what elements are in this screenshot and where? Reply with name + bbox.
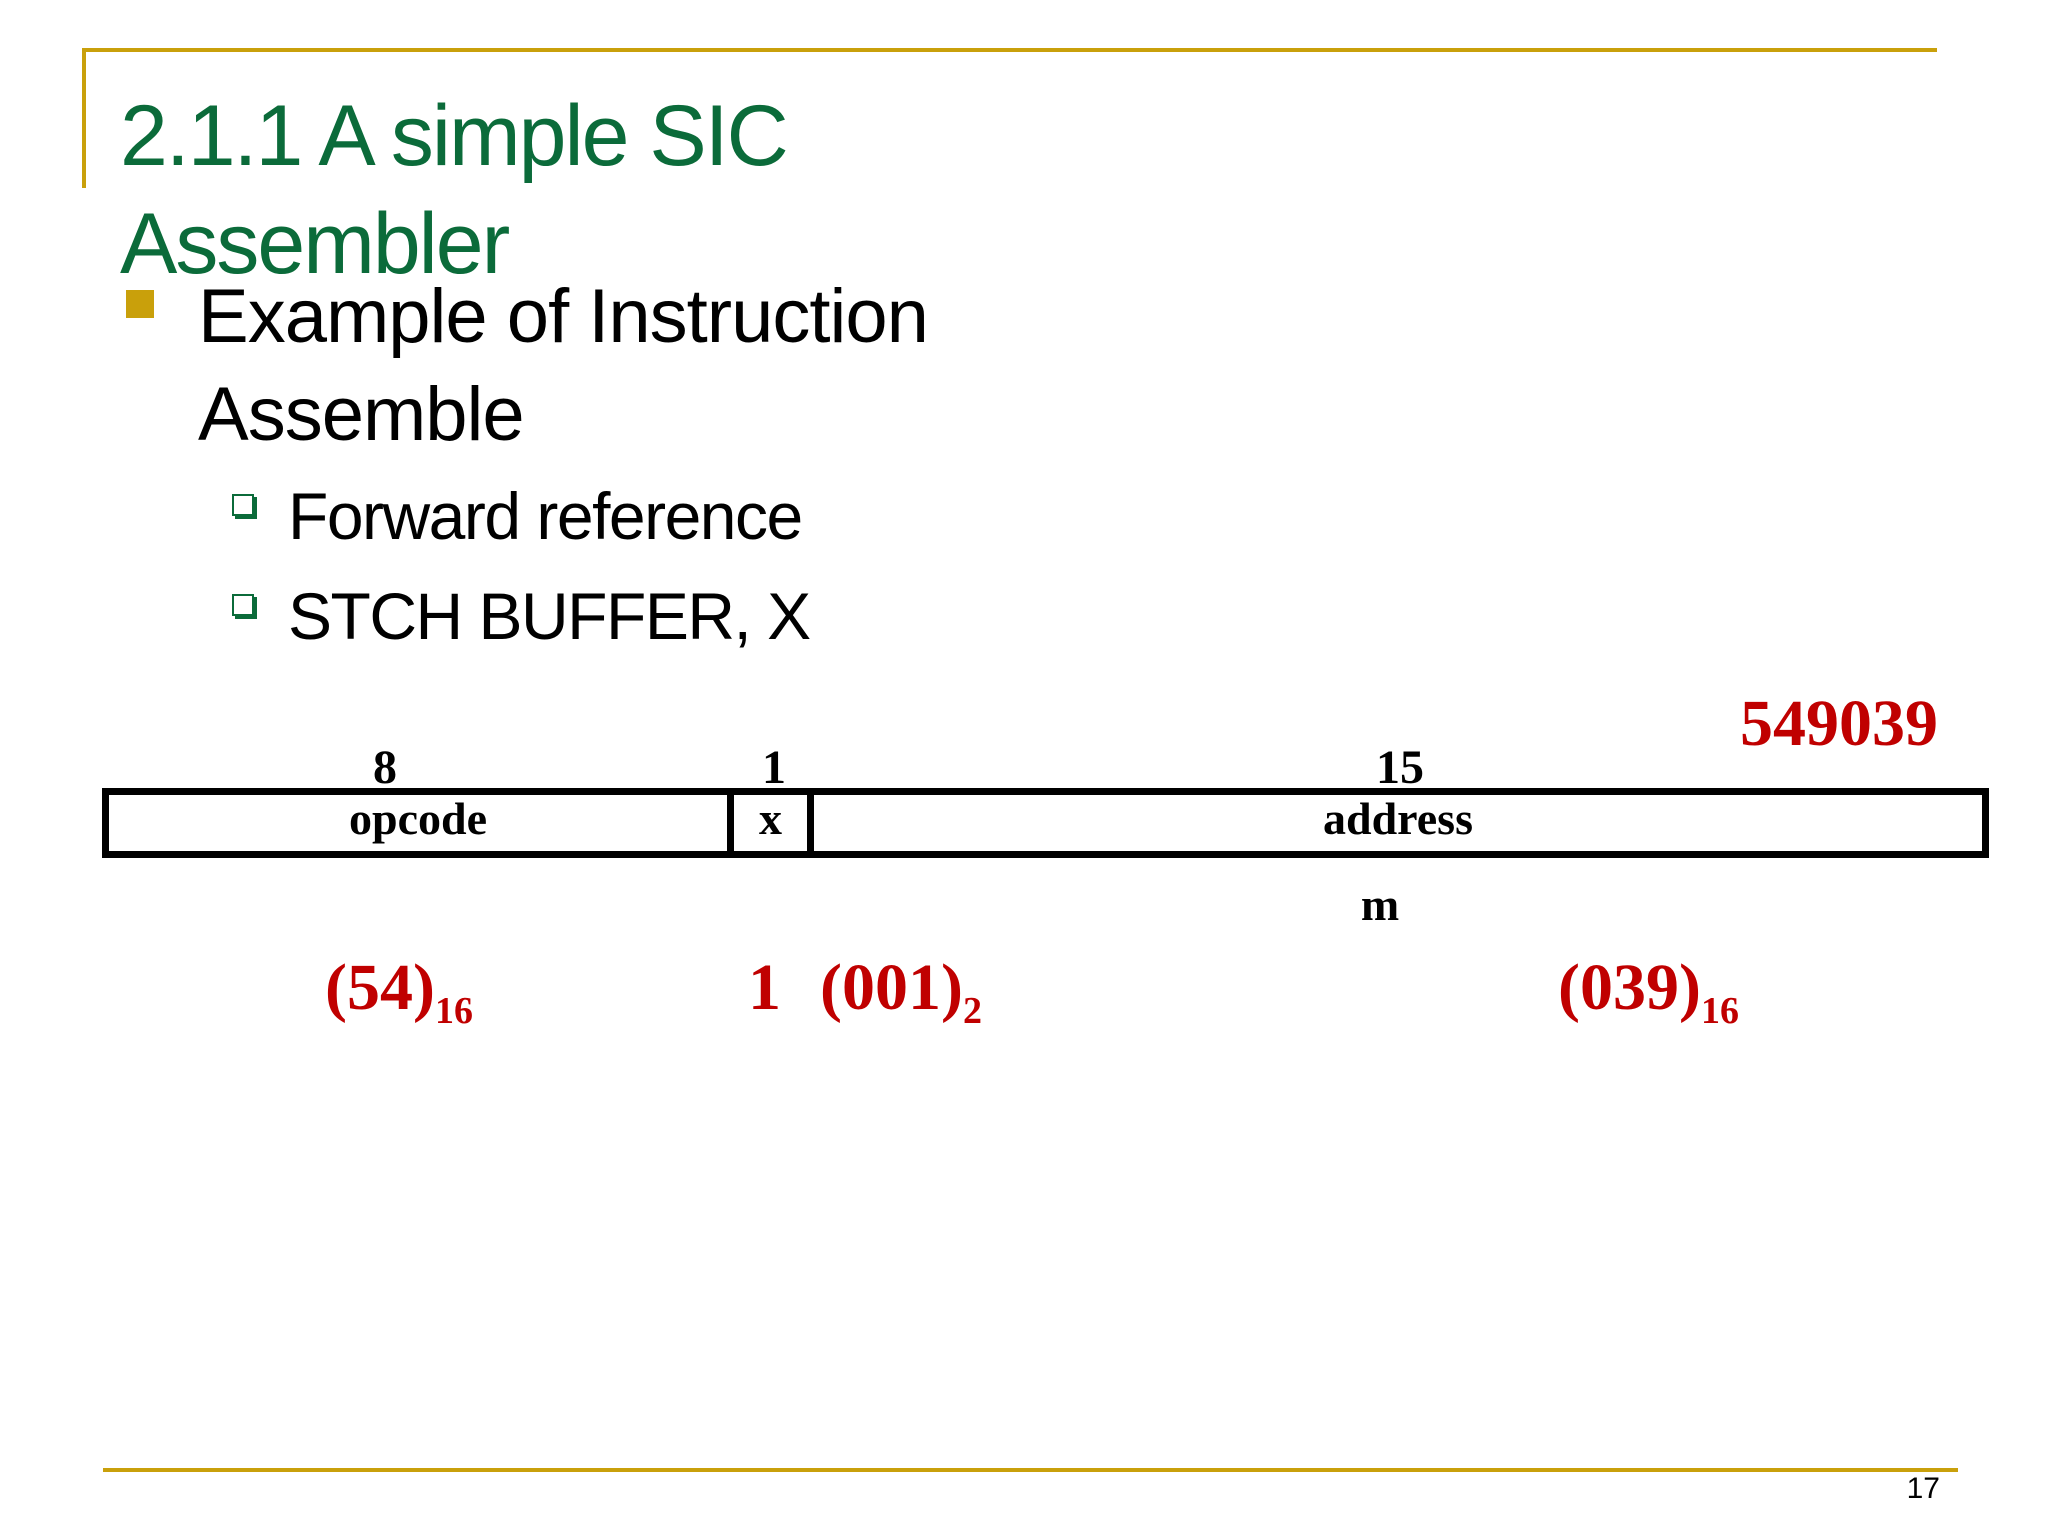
top-rule [82,48,1937,52]
x-label: x [759,793,782,844]
opcode-bit-width: 8 [373,741,397,794]
bottom-rule [103,1468,1958,1472]
sub-bullet-forward-reference: Forward reference [288,479,803,553]
x-bit-width: 1 [762,741,786,794]
page-number: 17 [1906,1472,1940,1505]
sub-bullet-box-icon [232,494,254,516]
x-binary-main: (001) [820,951,963,1024]
result-value: 549039 [1740,687,1938,760]
x-value: 1 [748,950,781,1026]
address-bit-width: 15 [1376,741,1424,794]
left-rule [82,48,86,188]
slide-title: 2.1.1 A simple SIC Assembler [120,88,789,292]
bullet-text: Example of Instruction Assemble [198,274,929,457]
x-field: x [727,788,814,858]
opcode-value-base: 16 [434,990,473,1032]
address-value-base: 16 [1700,990,1739,1032]
address-field: address [807,788,1989,858]
address-note: m [1360,879,1400,930]
address-value-main: (039) [1558,951,1701,1024]
sub-bullet-box-icon [232,594,254,616]
bullet-square-icon [126,290,154,318]
address-value: (039)16 [1558,950,1739,1032]
x-binary-value: (001)2 [820,950,982,1032]
opcode-label: opcode [349,793,487,844]
opcode-value: (54)16 [325,950,473,1032]
sub-bullet-instruction: STCH BUFFER, X [288,579,811,653]
x-binary-base: 2 [962,990,982,1032]
address-label: address [1323,793,1473,844]
opcode-field: opcode [102,788,734,858]
opcode-value-main: (54) [325,951,435,1024]
x-value-main: 1 [748,951,781,1024]
